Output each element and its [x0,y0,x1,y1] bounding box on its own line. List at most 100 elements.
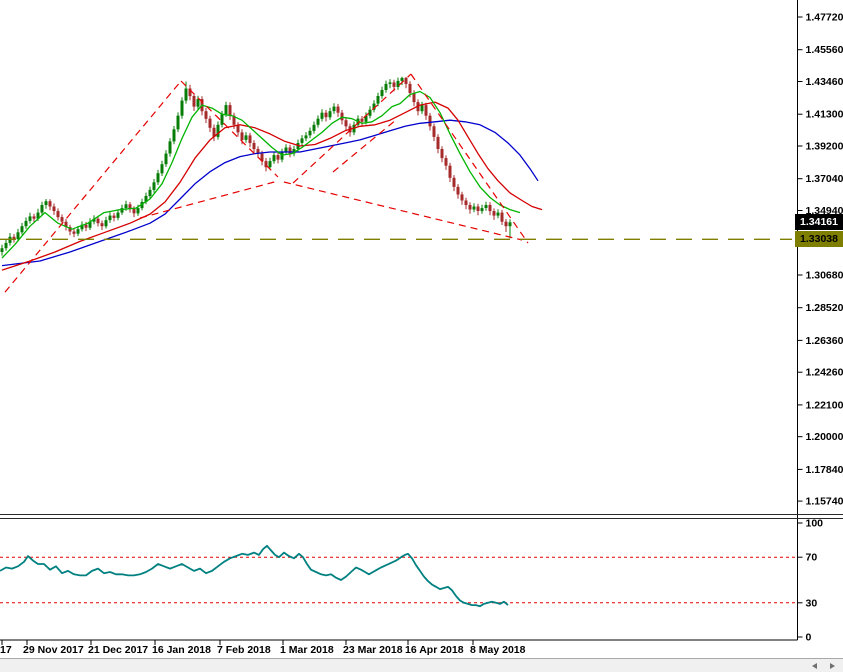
candle-body [260,153,264,162]
price-axis-label: 1.47720 [806,12,843,24]
trendline[interactable] [292,73,412,184]
candle-body [124,204,128,209]
candle-body [452,177,456,187]
candle-body [256,149,260,154]
candle-body [432,126,436,137]
chart-canvas[interactable]: 1.47720 1.45560 1.43460 1.41300 1.39200 1.370… [0,0,843,658]
candle-body [220,114,224,125]
candle-body [460,194,464,201]
trendline[interactable] [4,80,182,293]
candle-body [12,236,16,240]
candle-body [320,112,324,119]
candle-body [288,147,292,154]
date-axis-label: 23 Mar 2018 [343,644,403,656]
candle-body [476,206,480,211]
candle-body [328,111,332,118]
candle-body [152,182,156,190]
candle-body [160,164,164,174]
candle-body [56,211,60,218]
candle-body [228,105,232,116]
candle-body [488,205,492,212]
scroll-left-arrow[interactable] [812,663,817,669]
candle-body [4,242,8,249]
candle-body [88,221,92,228]
price-axis-label: 1.43460 [806,76,843,88]
candle-body [300,138,304,143]
candle-body [184,88,188,101]
candle-body [400,77,404,81]
panel-splitter[interactable] [0,514,843,515]
trendline[interactable] [332,119,397,173]
bid-price-marker: 1.33038 [795,231,843,247]
candle-body [396,80,400,87]
candle-body [52,206,56,211]
scroll-right-arrow[interactable] [830,663,835,669]
candle-body [312,124,316,131]
panel-splitter[interactable] [0,518,843,519]
candle-body [252,143,256,150]
candle-body [408,83,412,93]
candle-body [456,186,460,195]
candle-body [380,90,384,97]
candle-body [60,217,64,222]
candle-body [28,216,32,221]
oscillator-axis-label: 70 [806,552,818,564]
candle-body [392,82,396,87]
candle-body [48,201,52,207]
candle-body [304,135,308,139]
candle-body [376,96,380,104]
trendline[interactable] [180,80,279,178]
date-axis: 17 29 Nov 2017 21 Dec 2017 16 Jan 2018 7 Feb… [0,644,843,658]
candle-body [448,165,452,178]
candle-body [508,222,512,227]
candle-body [188,88,192,97]
candle-body [176,115,180,130]
price-axis-label: 1.39200 [806,141,843,153]
candle-body [180,100,184,116]
price-axis-label: 1.37040 [806,173,843,185]
candle-body [336,106,340,113]
candle-body [224,105,228,115]
candle-body [276,155,280,160]
candle-body [68,227,72,232]
candle-body [132,208,136,214]
candle-body [504,221,508,227]
candle-body [216,124,220,137]
candle-body [324,112,328,118]
trendline[interactable] [139,180,279,219]
candle-body [144,195,148,202]
candle-body [332,106,336,112]
candle-body [484,205,488,208]
candle-body [464,200,468,205]
candle-body [500,212,504,222]
candle-body [264,161,268,168]
oscillator-axis-label: 100 [806,518,824,530]
price-axis-label: 1.24260 [806,367,843,379]
candle-body [128,204,132,209]
candle-body [84,224,88,228]
candle-body [44,201,48,205]
date-axis-label: 7 Feb 2018 [217,644,271,656]
date-axis-label: 21 Dec 2017 [88,644,149,656]
candle-body [36,212,40,219]
candle-body [32,216,36,219]
trendline[interactable] [410,73,529,244]
candle-body [368,109,372,116]
candle-body [292,149,296,154]
candle-body [64,221,68,227]
candle-body [436,136,440,149]
candle-body [192,96,196,107]
oscillator-axis-label: 30 [806,597,818,609]
candle-body [100,223,104,227]
candle-body [16,232,20,240]
candle-body [472,206,476,210]
candle-body [384,83,388,90]
candle-body [468,205,472,210]
candle-body [72,231,76,234]
oscillator-line [0,544,509,608]
fast-ma [1,90,521,259]
candle-body [388,82,392,84]
trendline[interactable] [283,181,523,241]
candle-body [140,202,144,209]
